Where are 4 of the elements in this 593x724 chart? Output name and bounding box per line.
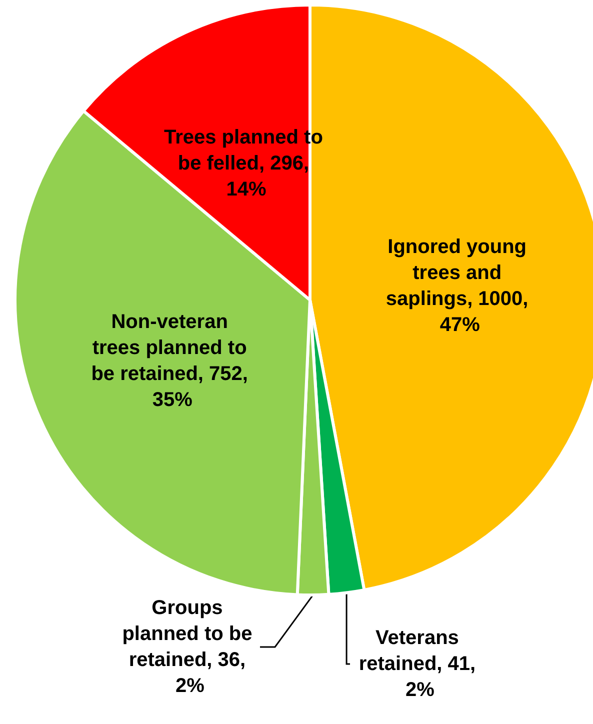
slice-label: Groups planned to be retained, 36, 2% <box>122 597 258 697</box>
slice-label: Ignored young trees and saplings, 1000, 47% <box>386 236 534 336</box>
slice-label: Veterans retained, 41, 2% <box>358 627 482 701</box>
slice-label: Non-veteran trees planned to be retained, 752, 35% <box>91 310 254 411</box>
